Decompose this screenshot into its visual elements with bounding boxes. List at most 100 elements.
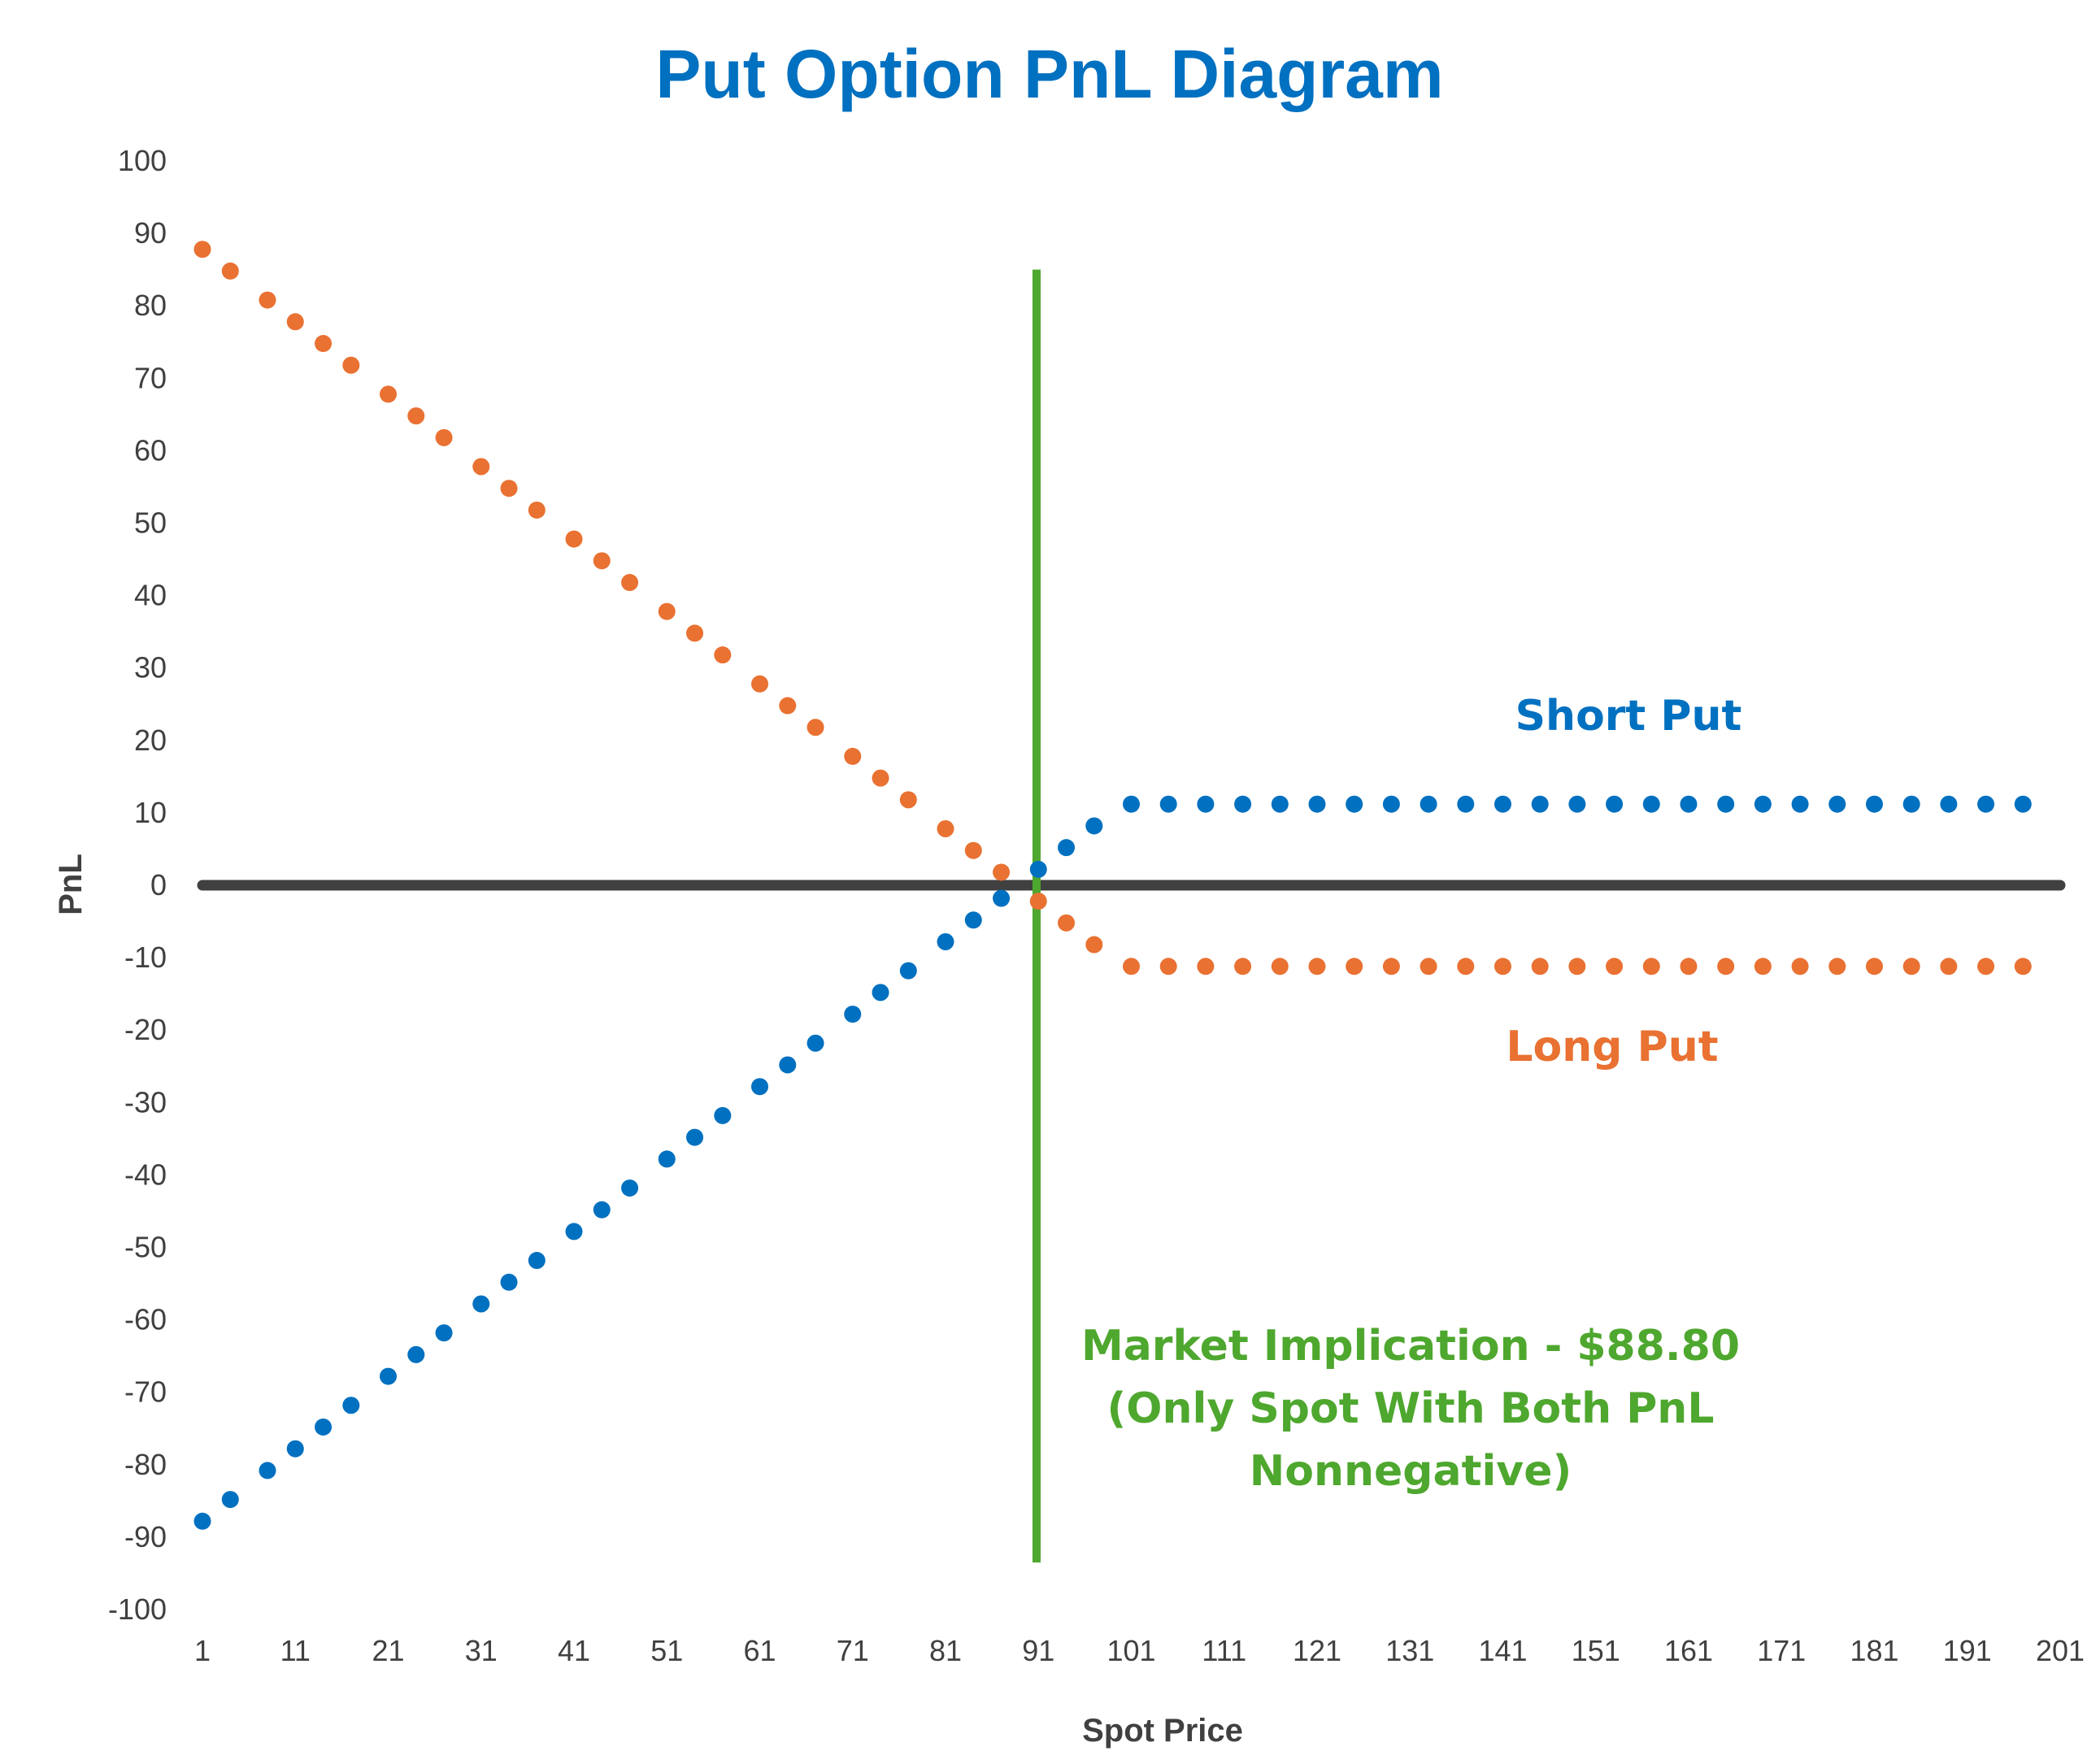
x-tick-label: 51 <box>650 1634 683 1667</box>
long-put-point <box>1717 958 1735 975</box>
short-put-point <box>2014 795 2032 813</box>
long-put-point <box>1902 958 1920 975</box>
long-put-point <box>407 407 425 425</box>
x-tick-label: 171 <box>1757 1634 1806 1667</box>
long-put-point <box>1271 958 1289 975</box>
short-put-point <box>1123 795 1140 813</box>
long-put-point <box>1828 958 1846 975</box>
short-put-point <box>1791 795 1809 813</box>
short-put-point <box>1420 795 1437 813</box>
short-put-point <box>1308 795 1326 813</box>
short-put-point <box>1642 795 1660 813</box>
long-put-point <box>342 356 360 374</box>
short-put-point <box>315 1418 333 1436</box>
long-put-point <box>807 719 824 736</box>
long-put-point <box>315 335 333 353</box>
short-put-point <box>380 1367 397 1385</box>
y-axis-title: PnL <box>53 854 89 915</box>
short-put-point <box>751 1078 768 1096</box>
short-put-point <box>1197 795 1215 813</box>
annotation-line-3: Nonnegative) <box>1250 1447 1572 1496</box>
long-put-point <box>380 385 397 403</box>
short-put-point <box>1159 795 1177 813</box>
long-put-point <box>1308 958 1326 975</box>
short-put-point <box>658 1150 676 1168</box>
long-put-point <box>899 791 917 809</box>
long-put-point <box>221 262 239 280</box>
y-axis-tick-labels: 1009080706050403020100-10-20-30-40-50-60… <box>108 144 167 1626</box>
short-put-point <box>1866 795 1883 813</box>
short-put-point <box>807 1034 824 1052</box>
x-tick-label: 41 <box>558 1634 590 1667</box>
short-put-point <box>1271 795 1289 813</box>
short-put-point <box>407 1345 425 1363</box>
long-put-point <box>1866 958 1883 975</box>
short-put-point <box>1828 795 1846 813</box>
y-tick-label: 60 <box>134 433 167 467</box>
short-put-label: Short Put <box>1515 692 1742 741</box>
x-tick-label: 11 <box>280 1634 311 1667</box>
y-tick-label: -90 <box>124 1520 167 1553</box>
short-put-point <box>259 1462 276 1479</box>
annotation-line-2: (Only Spot With Both PnL <box>1107 1384 1715 1433</box>
y-tick-label: 10 <box>134 796 167 829</box>
short-put-point <box>714 1106 732 1124</box>
long-put-point <box>779 697 797 715</box>
short-put-point <box>779 1056 797 1074</box>
short-put-point <box>221 1491 239 1509</box>
long-put-point <box>1754 958 1772 975</box>
short-put-point <box>964 911 982 929</box>
x-tick-label: 151 <box>1572 1634 1620 1667</box>
x-tick-label: 31 <box>465 1634 498 1667</box>
y-tick-label: 90 <box>134 216 167 250</box>
long-put-point <box>593 552 611 570</box>
x-tick-label: 61 <box>743 1634 776 1667</box>
long-put-point <box>872 769 889 787</box>
short-put-point <box>686 1128 704 1146</box>
short-put-point <box>899 962 917 980</box>
short-put-point <box>435 1324 453 1342</box>
x-axis-tick-labels: 1 11 21 31 41 51 61 71 81 91 101 111 121 131 141 151 161… <box>194 1634 2085 1667</box>
long-put-point <box>286 313 304 331</box>
long-put-point <box>937 820 954 838</box>
long-put-point <box>1606 958 1624 975</box>
long-put-point <box>964 841 982 859</box>
long-put-point <box>1382 958 1400 975</box>
short-put-point <box>500 1273 518 1291</box>
long-put-point <box>1420 958 1437 975</box>
x-tick-label: 131 <box>1385 1634 1434 1667</box>
y-tick-label: 30 <box>134 651 167 684</box>
short-put-point <box>193 1512 211 1530</box>
y-tick-label: 70 <box>134 361 167 394</box>
x-tick-label: 71 <box>837 1634 869 1667</box>
annotation-line-1: Market Implication - $88.80 <box>1081 1322 1740 1371</box>
long-put-point <box>686 624 704 642</box>
y-tick-label: 0 <box>150 868 167 902</box>
short-put-point <box>1346 795 1363 813</box>
long-put-point <box>259 291 276 309</box>
x-tick-label: 21 <box>372 1634 404 1667</box>
short-put-point <box>1457 795 1475 813</box>
long-put-point <box>1085 936 1103 954</box>
long-put-point <box>1568 958 1586 975</box>
long-put-point <box>751 675 768 693</box>
short-put-series <box>193 795 2032 1530</box>
short-put-point <box>937 932 954 950</box>
y-tick-label: -50 <box>124 1231 167 1264</box>
x-tick-label: 111 <box>1202 1634 1246 1667</box>
short-put-point <box>1382 795 1400 813</box>
short-put-point <box>593 1201 611 1219</box>
y-tick-label: -20 <box>124 1013 167 1046</box>
short-put-point <box>1494 795 1511 813</box>
y-tick-label: -100 <box>108 1592 167 1626</box>
long-put-point <box>1058 914 1076 932</box>
short-put-point <box>872 984 889 1002</box>
x-tick-label: 181 <box>1850 1634 1898 1667</box>
y-tick-label: -40 <box>124 1158 167 1191</box>
x-tick-label: 121 <box>1293 1634 1341 1667</box>
short-put-point <box>1568 795 1586 813</box>
long-put-point <box>1791 958 1809 975</box>
x-axis-title: Spot Price <box>1082 1713 1243 1749</box>
short-put-point <box>1531 795 1549 813</box>
